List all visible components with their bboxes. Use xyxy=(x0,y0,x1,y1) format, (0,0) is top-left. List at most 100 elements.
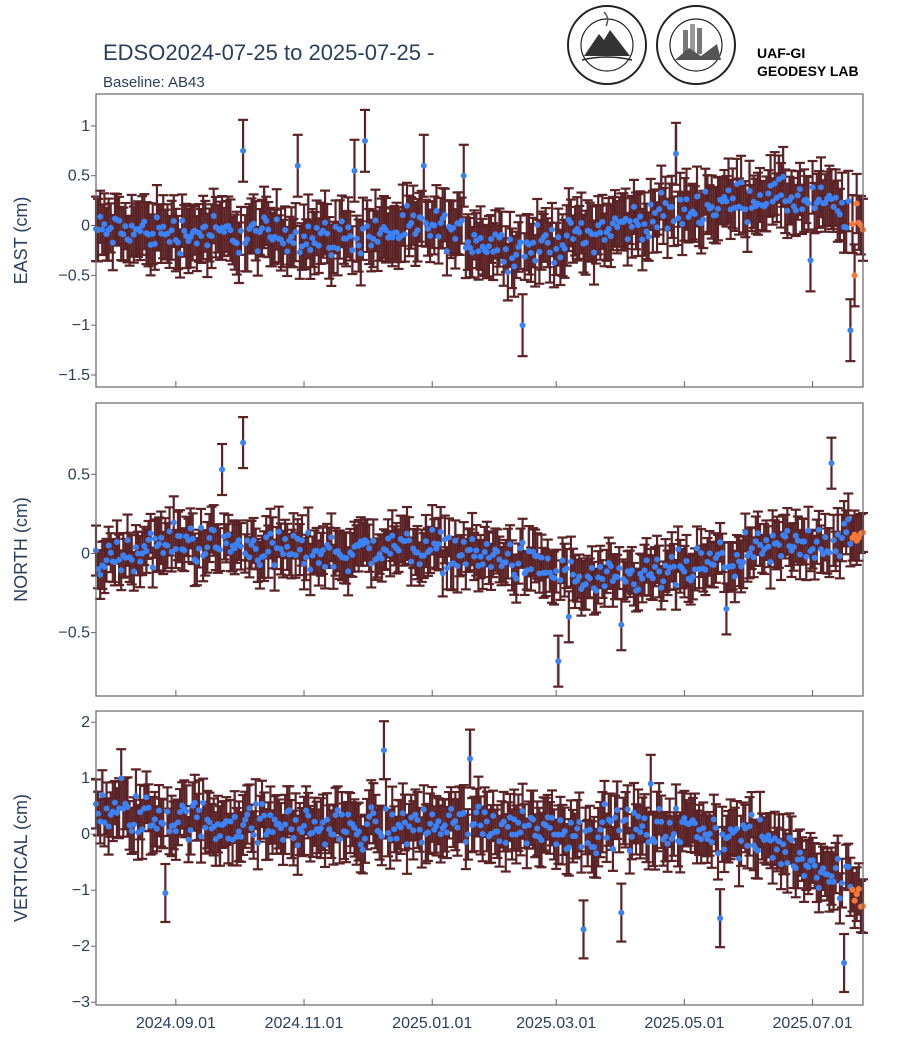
data-point xyxy=(609,845,616,852)
data-point xyxy=(345,224,352,231)
data-point xyxy=(433,545,440,552)
data-point xyxy=(822,534,829,541)
data-point xyxy=(95,566,102,573)
data-point xyxy=(805,200,812,207)
data-point xyxy=(414,227,421,234)
data-point xyxy=(427,546,434,553)
data-point xyxy=(817,546,824,553)
data-point xyxy=(672,805,679,812)
data-point xyxy=(460,172,467,179)
data-point xyxy=(254,248,261,255)
data-point xyxy=(172,546,179,553)
data-point xyxy=(99,791,106,798)
data-point xyxy=(382,227,389,234)
data-point xyxy=(555,234,562,241)
data-point xyxy=(485,243,492,250)
data-point xyxy=(378,555,385,562)
data-point xyxy=(635,813,642,820)
data-point xyxy=(628,567,635,574)
data-point xyxy=(502,839,509,846)
data-point xyxy=(422,538,429,545)
data-point xyxy=(160,550,167,557)
data-point xyxy=(227,548,234,555)
data-point xyxy=(177,808,184,815)
data-point xyxy=(553,841,560,848)
data-point xyxy=(261,812,268,819)
data-point xyxy=(389,532,396,539)
data-point xyxy=(410,212,417,219)
data-point xyxy=(288,826,295,833)
data-point xyxy=(443,565,450,572)
data-point xyxy=(836,895,843,902)
data-point xyxy=(151,240,158,247)
data-point xyxy=(137,558,144,565)
data-point xyxy=(551,831,558,838)
data-point xyxy=(389,234,396,241)
data-point xyxy=(393,229,400,236)
data-point xyxy=(662,200,669,207)
data-point xyxy=(296,249,303,256)
data-point xyxy=(515,560,522,567)
data-point xyxy=(307,246,314,253)
data-point xyxy=(361,137,368,144)
data-point xyxy=(385,829,392,836)
data-point xyxy=(731,573,738,580)
data-point xyxy=(574,825,581,832)
data-point xyxy=(271,816,278,823)
data-point xyxy=(544,555,551,562)
data-point xyxy=(614,807,621,814)
data-point xyxy=(601,583,608,590)
data-point xyxy=(111,799,118,806)
data-point xyxy=(227,227,234,234)
data-point xyxy=(738,179,745,186)
data-point xyxy=(738,837,745,844)
data-point xyxy=(235,537,242,544)
data-point xyxy=(559,557,566,564)
data-point xyxy=(744,219,751,226)
data-point xyxy=(509,562,516,569)
data-point xyxy=(666,819,673,826)
data-point xyxy=(435,541,442,548)
data-point xyxy=(488,235,495,242)
data-point xyxy=(237,227,244,234)
data-point xyxy=(244,811,251,818)
data-point xyxy=(712,212,719,219)
data-point xyxy=(382,805,389,812)
data-point xyxy=(265,226,272,233)
data-point xyxy=(174,819,181,826)
y-axis-label: NORTH (cm) xyxy=(11,497,31,602)
data-point xyxy=(450,224,457,231)
data-point xyxy=(811,554,818,561)
data-point xyxy=(733,825,740,832)
data-point xyxy=(265,548,272,555)
data-point xyxy=(406,823,413,830)
data-point xyxy=(635,586,642,593)
data-point xyxy=(372,818,379,825)
data-point xyxy=(843,529,850,536)
data-point xyxy=(704,836,711,843)
data-point xyxy=(443,829,450,836)
data-point xyxy=(677,196,684,203)
data-point xyxy=(509,831,516,838)
data-point xyxy=(137,809,144,816)
data-point xyxy=(630,581,637,588)
data-point xyxy=(607,233,614,240)
data-point xyxy=(193,240,200,247)
data-point xyxy=(223,540,230,547)
data-point xyxy=(326,544,333,551)
data-point xyxy=(277,545,284,552)
data-point xyxy=(330,563,337,570)
data-point xyxy=(782,533,789,540)
data-point xyxy=(500,818,507,825)
data-point xyxy=(103,805,110,812)
data-point xyxy=(446,534,453,541)
data-point xyxy=(397,824,404,831)
data-point xyxy=(298,829,305,836)
data-point xyxy=(576,573,583,580)
y-tick-label: −0.5 xyxy=(58,267,90,284)
data-point xyxy=(801,872,808,879)
data-point xyxy=(496,556,503,563)
data-point xyxy=(675,215,682,222)
data-point xyxy=(651,838,658,845)
data-point xyxy=(479,830,486,837)
